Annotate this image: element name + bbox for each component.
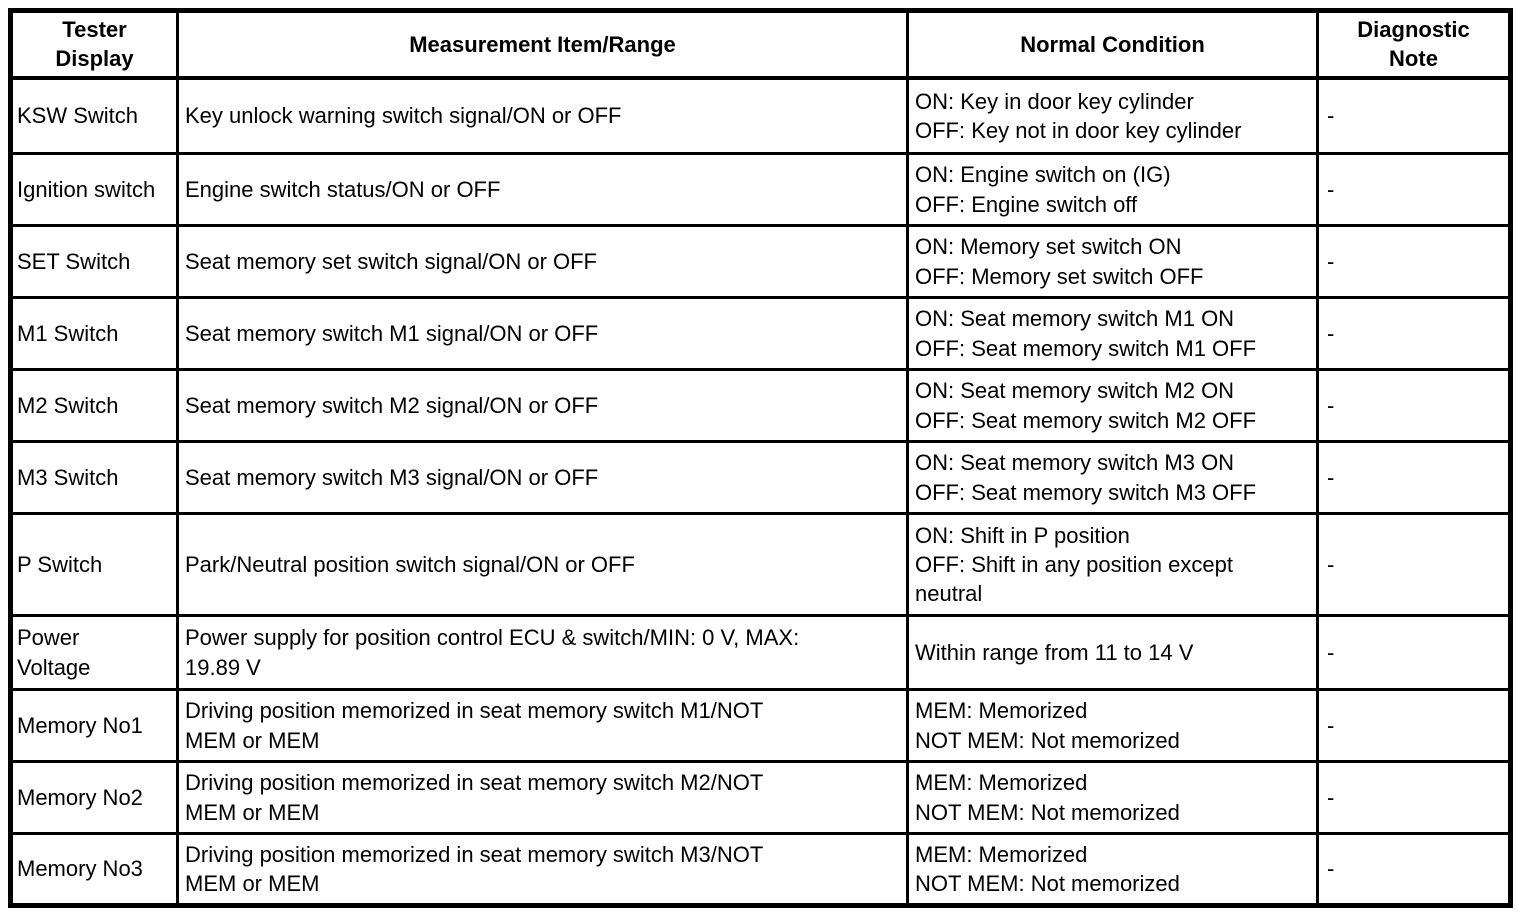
cell-diagnostic-note: - [1316,614,1512,691]
table-row-m1-switch: M1 Switch Seat memory switch M1 signal/O… [9,296,1512,371]
cell-diagnostic-note: - [1316,512,1512,617]
cell-tester-display: M3 Switch [9,440,179,515]
cell-measurement: Driving position memorized in seat memor… [176,760,909,835]
cell-diagnostic-note: - [1316,296,1512,371]
table-row-memory-no1: Memory No1 Driving position memorized in… [9,688,1512,763]
cell-normal-condition: MEM: Memorized NOT MEM: Not memorized [906,832,1319,907]
cell-measurement: Key unlock warning switch signal/ON or O… [176,76,909,155]
cell-diagnostic-note: - [1316,368,1512,443]
cell-tester-display: SET Switch [9,224,179,299]
header-row: Tester Display Measurement Item/Range No… [9,9,1512,80]
cell-diagnostic-note: - [1316,440,1512,515]
table-row-ignition-switch: Ignition switch Engine switch status/ON … [9,152,1512,227]
table-row-memory-no2: Memory No2 Driving position memorized in… [9,760,1512,835]
table-row-power-voltage: Power Voltage Power supply for position … [9,614,1512,691]
cell-normal-condition: ON: Shift in P position OFF: Shift in an… [906,512,1319,617]
data-list-table: Tester Display Measurement Item/Range No… [8,8,1513,908]
table-row-p-switch: P Switch Park/Neutral position switch si… [9,512,1512,617]
cell-normal-condition: ON: Seat memory switch M1 ON OFF: Seat m… [906,296,1319,371]
cell-diagnostic-note: - [1316,760,1512,835]
cell-diagnostic-note: - [1316,152,1512,227]
cell-measurement: Driving position memorized in seat memor… [176,832,909,907]
cell-normal-condition: Within range from 11 to 14 V [906,614,1319,691]
header-measurement-item-range: Measurement Item/Range [176,9,909,80]
cell-diagnostic-note: - [1316,224,1512,299]
cell-tester-display: KSW Switch [9,76,179,155]
cell-diagnostic-note: - [1316,832,1512,907]
table-row-m3-switch: M3 Switch Seat memory switch M3 signal/O… [9,440,1512,515]
cell-normal-condition: ON: Seat memory switch M3 ON OFF: Seat m… [906,440,1319,515]
cell-tester-display: Power Voltage [9,614,179,691]
cell-measurement: Seat memory switch M2 signal/ON or OFF [176,368,909,443]
cell-tester-display: Ignition switch [9,152,179,227]
cell-tester-display: M1 Switch [9,296,179,371]
cell-diagnostic-note: - [1316,76,1512,155]
cell-measurement: Engine switch status/ON or OFF [176,152,909,227]
table-row-ksw-switch: KSW Switch Key unlock warning switch sig… [9,76,1512,155]
cell-tester-display: Memory No3 [9,832,179,907]
cell-normal-condition: ON: Key in door key cylinder OFF: Key no… [906,76,1319,155]
cell-measurement: Seat memory set switch signal/ON or OFF [176,224,909,299]
cell-normal-condition: MEM: Memorized NOT MEM: Not memorized [906,688,1319,763]
table-row-m2-switch: M2 Switch Seat memory switch M2 signal/O… [9,368,1512,443]
header-diagnostic-note: Diagnostic Note [1316,9,1512,80]
cell-tester-display: M2 Switch [9,368,179,443]
cell-measurement: Park/Neutral position switch signal/ON o… [176,512,909,617]
cell-tester-display: Memory No1 [9,688,179,763]
cell-measurement: Seat memory switch M3 signal/ON or OFF [176,440,909,515]
cell-diagnostic-note: - [1316,688,1512,763]
cell-normal-condition: ON: Engine switch on (IG) OFF: Engine sw… [906,152,1319,227]
cell-normal-condition: ON: Seat memory switch M2 ON OFF: Seat m… [906,368,1319,443]
cell-tester-display: Memory No2 [9,760,179,835]
cell-measurement: Seat memory switch M1 signal/ON or OFF [176,296,909,371]
table-row-set-switch: SET Switch Seat memory set switch signal… [9,224,1512,299]
cell-normal-condition: ON: Memory set switch ON OFF: Memory set… [906,224,1319,299]
cell-tester-display: P Switch [9,512,179,617]
cell-normal-condition: MEM: Memorized NOT MEM: Not memorized [906,760,1319,835]
header-normal-condition: Normal Condition [906,9,1319,80]
header-tester-display: Tester Display [9,9,179,80]
cell-measurement: Power supply for position control ECU & … [176,614,909,691]
table-row-memory-no3: Memory No3 Driving position memorized in… [9,832,1512,907]
cell-measurement: Driving position memorized in seat memor… [176,688,909,763]
